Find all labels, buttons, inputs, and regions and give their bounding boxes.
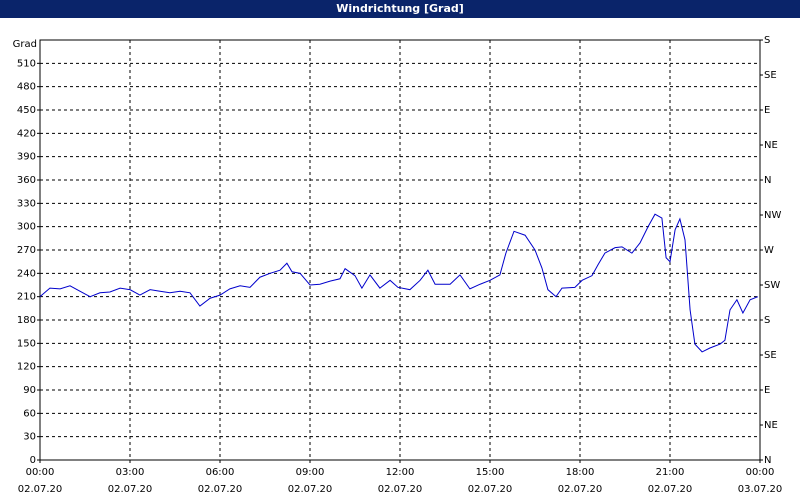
x-tick-label: 06:00	[206, 467, 235, 478]
y2-tick-label: NE	[764, 140, 778, 151]
x-tick-label: 00:00	[746, 467, 775, 478]
y-tick-label: 480	[17, 82, 36, 93]
y-tick-label: 120	[17, 362, 36, 373]
x-tick-label: 12:00	[386, 467, 415, 478]
y2-tick-label: SW	[764, 280, 780, 291]
y-tick-label: 150	[17, 338, 36, 349]
y-tick-label: 210	[17, 292, 36, 303]
y-tick-label: 270	[17, 245, 36, 256]
y-tick-label: 510	[17, 58, 36, 69]
y2-tick-label: S	[764, 315, 770, 326]
y2-tick-label: S	[764, 35, 770, 46]
y-tick-label: 30	[23, 432, 36, 443]
y-tick-label: 450	[17, 105, 36, 116]
x-tick-date: 02.07.20	[18, 484, 63, 495]
y-tick-label: 240	[17, 268, 36, 279]
y2-tick-label: N	[764, 175, 771, 186]
y2-tick-label: E	[764, 385, 770, 396]
y2-tick-label: W	[764, 245, 774, 256]
data-line	[39, 213, 759, 353]
y-tick-label: 180	[17, 315, 36, 326]
x-tick-date: 02.07.20	[108, 484, 153, 495]
y2-tick-label: SE	[764, 70, 777, 81]
window-title: Windrichtung [Grad]	[0, 0, 800, 18]
x-tick-date: 02.07.20	[468, 484, 513, 495]
x-tick-date: 02.07.20	[648, 484, 693, 495]
x-tick-date: 02.07.20	[558, 484, 603, 495]
x-tick-label: 03:00	[116, 467, 145, 478]
y2-tick-label: E	[764, 105, 770, 116]
x-tick-date: 03.07.20	[738, 484, 783, 495]
y-tick-label: 60	[23, 408, 36, 419]
x-tick-label: 18:00	[566, 467, 595, 478]
y2-tick-label: NW	[764, 210, 781, 221]
x-tick-label: 09:00	[296, 467, 325, 478]
y-axis-label: Grad	[13, 39, 37, 50]
x-tick-label: 00:00	[26, 467, 55, 478]
y2-tick-label: SE	[764, 350, 777, 361]
x-tick-label: 21:00	[656, 467, 685, 478]
x-tick-date: 02.07.20	[198, 484, 243, 495]
x-tick-date: 02.07.20	[378, 484, 423, 495]
y2-tick-label: NE	[764, 420, 778, 431]
y-tick-label: 300	[17, 222, 36, 233]
y-tick-label: 0	[30, 455, 36, 466]
y-tick-label: 390	[17, 152, 36, 163]
chart: Grad 0 30 60 90 120 150 180 210 240 270 300 330 360 39…	[13, 35, 783, 495]
y-tick-label: 420	[17, 128, 36, 139]
y-tick-label: 330	[17, 198, 36, 209]
x-tick-label: 15:00	[476, 467, 505, 478]
y-tick-label: 360	[17, 175, 36, 186]
y2-tick-label: N	[764, 455, 771, 466]
y-tick-label: 90	[23, 385, 36, 396]
x-tick-date: 02.07.20	[288, 484, 333, 495]
